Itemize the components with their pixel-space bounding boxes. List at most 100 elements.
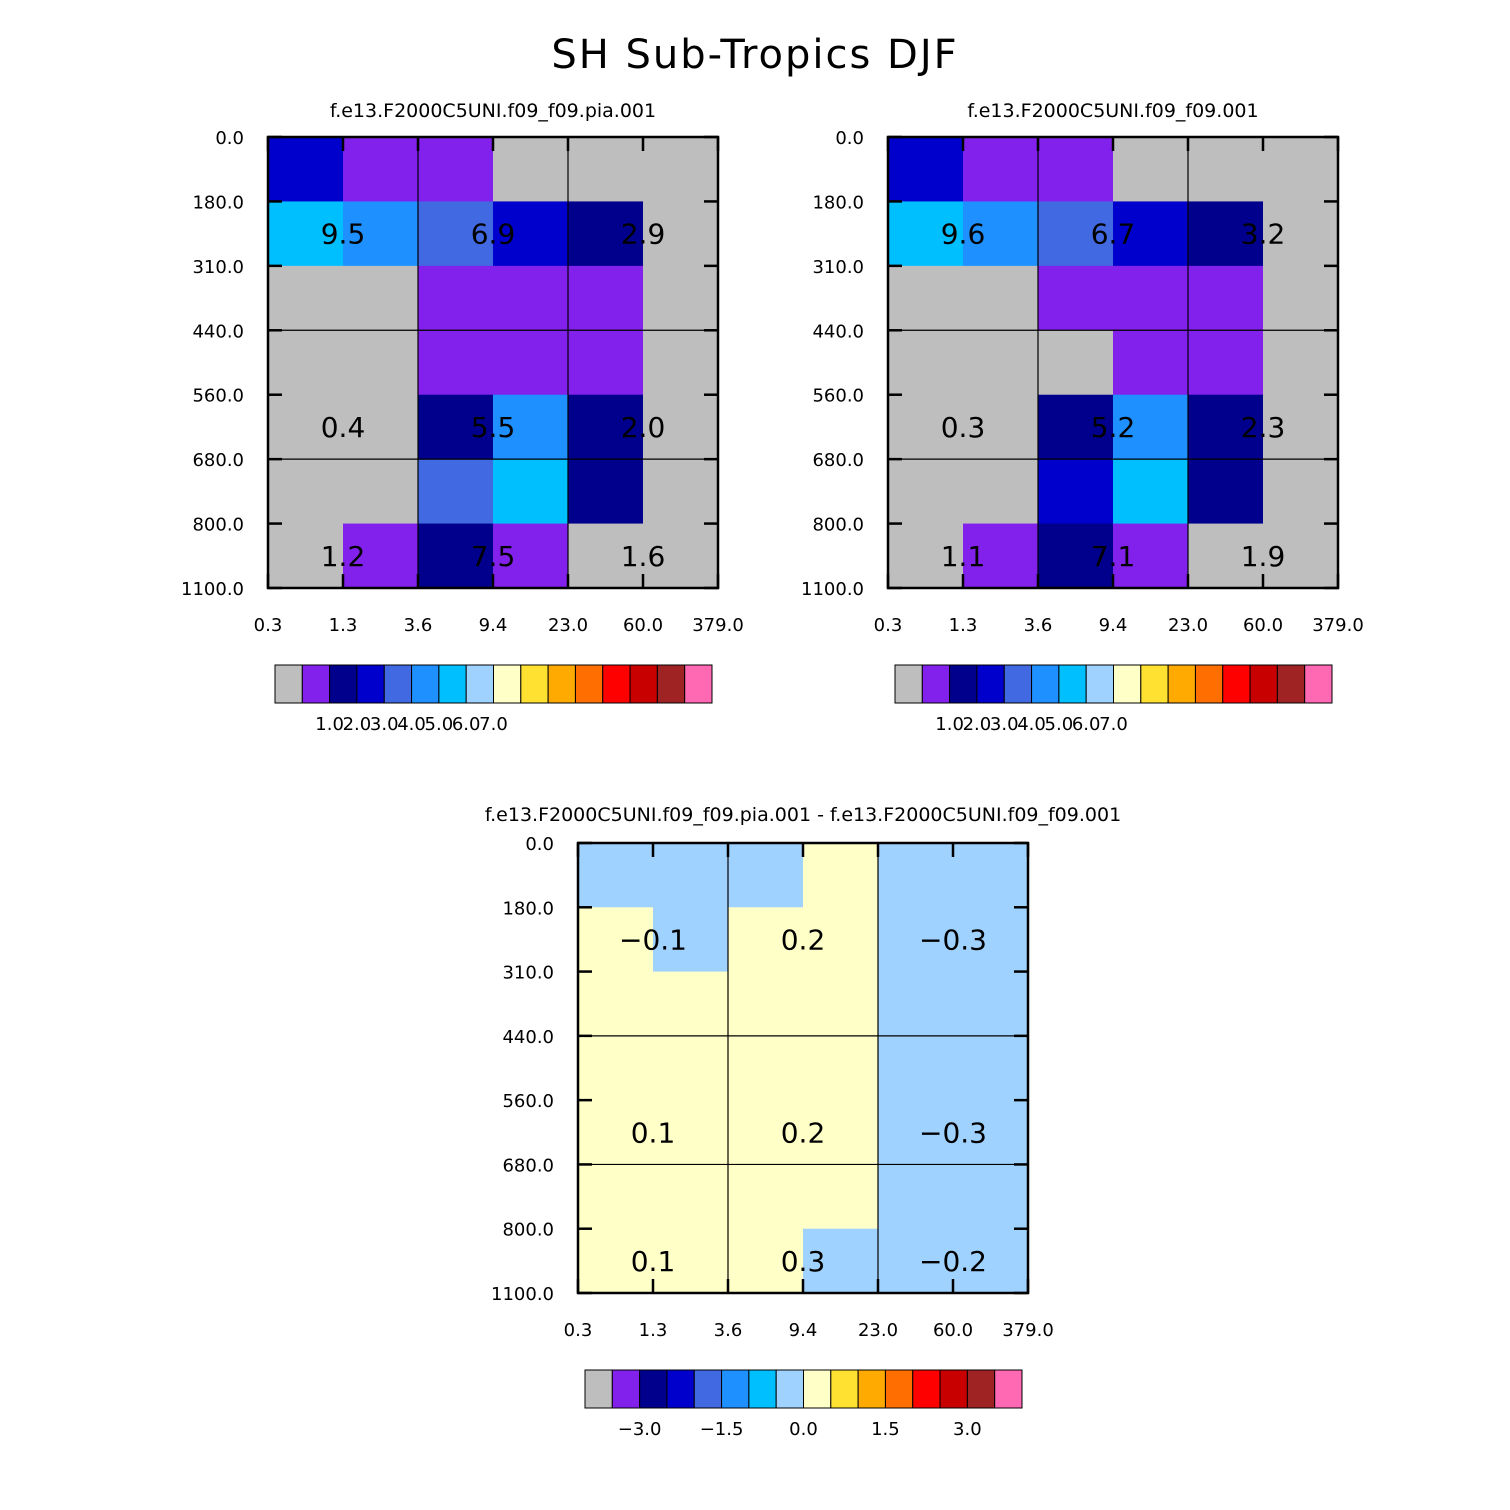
colorbar-box [602, 664, 631, 704]
heatmap-cell [418, 137, 494, 203]
colorbar: 1.02.03.04.05.06.07.0 [274, 664, 713, 735]
colorbar-box [884, 1369, 914, 1409]
data-label: −0.3 [919, 923, 987, 956]
heatmap-cell [418, 394, 494, 460]
heatmap-cell [728, 843, 804, 908]
panel-title: f.e13.F2000C5UNI.f09_f09.pia.001 [330, 100, 656, 122]
heatmap-cell [643, 265, 719, 331]
heatmap-cell [268, 330, 344, 396]
data-label: −0.1 [619, 923, 687, 956]
y-tick-label: 1100.0 [491, 1284, 554, 1305]
heatmap-cell [343, 201, 419, 267]
heatmap-cell [888, 137, 964, 203]
data-label: 7.5 [471, 540, 516, 573]
colorbar-box [939, 1369, 968, 1409]
colorbar-box [274, 664, 303, 704]
heatmap-cell [653, 843, 729, 908]
colorbar-box [1304, 664, 1333, 704]
colorbar-box [656, 664, 686, 704]
heatmap-cell [1188, 459, 1264, 525]
data-label: 6.7 [1091, 218, 1136, 251]
colorbar-box [1167, 664, 1196, 704]
colorbar-box [748, 1369, 777, 1409]
heatmap-cell [268, 523, 344, 589]
heatmap-cell [643, 137, 719, 203]
colorbar: 1.02.03.04.05.06.07.0 [894, 664, 1333, 735]
heatmap-cell [578, 971, 654, 1037]
heatmap-cell [888, 523, 964, 589]
colorbar-box [1113, 664, 1142, 704]
heatmap-cell [643, 394, 719, 460]
colorbar-box [1003, 664, 1033, 704]
data-label: −0.3 [919, 1116, 987, 1149]
colorbar-box [520, 664, 549, 704]
x-tick-label: 9.4 [479, 615, 508, 636]
colorbar-box [857, 1369, 886, 1409]
data-label: 1.1 [941, 540, 986, 573]
heatmap-cell [578, 1164, 654, 1230]
heatmap-cell [418, 265, 494, 331]
colorbar-box [684, 664, 713, 704]
heatmap-cell [493, 265, 569, 331]
heatmap-cell [963, 459, 1039, 525]
heatmap-cell [643, 330, 719, 396]
heatmap-cell [1038, 523, 1114, 589]
heatmap-cell [728, 971, 804, 1037]
heatmap-cell [953, 1100, 1029, 1166]
heatmap-cell [343, 523, 419, 589]
colorbar-box [611, 1369, 641, 1409]
colorbar-label: 3.0 [990, 714, 1019, 735]
colorbar-label: −3.0 [618, 1419, 662, 1440]
heatmap-cell [1263, 459, 1339, 525]
panel-2: f.e13.F2000C5UNI.f09_f09.001 0.0 180.0 310.… [801, 100, 1364, 735]
heatmap-cell [878, 907, 954, 973]
heatmap-cell [728, 1100, 804, 1166]
heatmap-cell [493, 330, 569, 396]
heatmap-cell [1113, 265, 1189, 331]
heatmap-cell [653, 1035, 729, 1101]
y-tick-label: 680.0 [502, 1155, 554, 1176]
heatmap-cell [728, 907, 804, 973]
heatmap-cell [728, 1035, 804, 1101]
heatmap-cell [568, 523, 644, 589]
heatmap-cell [1038, 201, 1114, 267]
heatmap-cell [1038, 137, 1114, 203]
heatmap-cell [493, 394, 569, 460]
heatmap-cell [963, 265, 1039, 331]
colorbar-label: 5.0 [425, 714, 454, 735]
y-tick-label: 800.0 [812, 515, 864, 536]
y-tick-label: 310.0 [192, 257, 244, 278]
colorbar-box [921, 664, 951, 704]
heatmap-cell [888, 330, 964, 396]
heatmap-cell [643, 523, 719, 589]
data-label: 1.9 [1241, 540, 1286, 573]
colorbar-box [912, 1369, 941, 1409]
colorbar-label: 2.0 [963, 714, 992, 735]
y-tick-label: 1100.0 [181, 579, 244, 600]
y-tick-label: 440.0 [812, 321, 864, 342]
panel-title: f.e13.F2000C5UNI.f09_f09.pia.001 - f.e13… [485, 804, 1121, 826]
heatmap-cell [578, 1100, 654, 1166]
heatmap-cell [643, 459, 719, 525]
x-tick-label: 23.0 [1168, 615, 1208, 636]
colorbar-label: 0.0 [789, 1419, 818, 1440]
colorbar-box [976, 664, 1005, 704]
data-label: 1.6 [621, 540, 666, 573]
heatmap-cell [493, 523, 569, 589]
data-label: 1.2 [321, 540, 366, 573]
heatmap-cell [878, 1100, 954, 1166]
heatmap-cell [568, 137, 644, 203]
heatmap-cell [418, 330, 494, 396]
heatmap-cell [1038, 265, 1114, 331]
y-tick-label: 310.0 [812, 257, 864, 278]
heatmap-cell [1113, 201, 1189, 267]
colorbar-label: 1.0 [315, 714, 344, 735]
y-tick-label: 680.0 [192, 450, 244, 471]
heatmap-cell [268, 265, 344, 331]
heatmap-cell [1113, 394, 1189, 460]
y-tick-label: 440.0 [192, 321, 244, 342]
heatmap-cell [1263, 394, 1339, 460]
heatmap-cell [1113, 523, 1189, 589]
heatmap-cell [343, 265, 419, 331]
heatmap-cell [1038, 394, 1114, 460]
